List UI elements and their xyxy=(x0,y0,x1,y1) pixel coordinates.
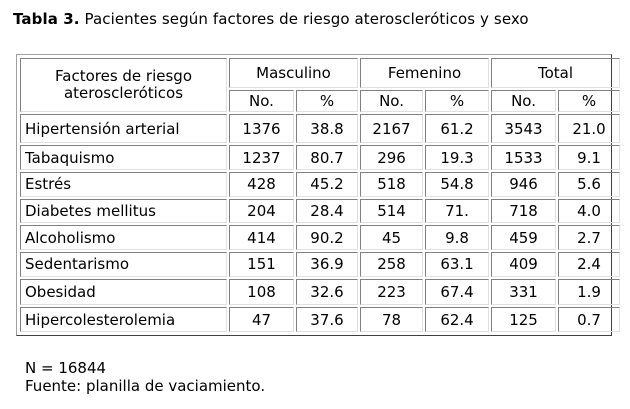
factor-column-header: Factores de riesgo ateroscleróticos xyxy=(20,58,227,113)
group-header-femenino: Femenino xyxy=(360,58,490,88)
factor-cell: Estrés xyxy=(20,171,227,197)
risk-factors-table-frame: Factores de riesgo ateroscleróticos Masc… xyxy=(16,54,621,336)
value-cell-femenino-pct: 54.8 xyxy=(425,171,490,197)
value-cell-femenino-pct: 67.4 xyxy=(425,278,490,306)
table-row: Hipercolesterolemia 47 37.6 78 62.4 125 0.7 xyxy=(20,307,621,332)
value-cell-femenino-pct: 19.3 xyxy=(425,145,490,170)
value-cell-femenino-no: 296 xyxy=(360,145,424,170)
subheader-total-pct: % xyxy=(558,89,621,113)
value-cell-total-no: 1533 xyxy=(491,145,557,170)
value-cell-masculino-pct: 90.2 xyxy=(296,225,359,250)
factor-cell: Alcoholismo xyxy=(20,225,227,250)
value-cell-total-pct: 1.9 xyxy=(558,278,621,306)
subheader-masculino-no: No. xyxy=(229,89,294,113)
value-cell-femenino-no: 518 xyxy=(360,171,424,197)
value-cell-masculino-pct: 80.7 xyxy=(296,145,359,170)
value-cell-total-no: 718 xyxy=(491,198,557,224)
value-cell-masculino-pct: 38.8 xyxy=(296,114,359,144)
table-row: Alcoholismo 414 90.2 45 9.8 459 2.7 xyxy=(20,225,621,250)
subheader-masculino-pct: % xyxy=(296,89,359,113)
value-cell-masculino-pct: 28.4 xyxy=(296,198,359,224)
header-row-subheaders: No. % No. % No. % xyxy=(20,89,621,113)
value-cell-total-pct: 9.1 xyxy=(558,145,621,170)
value-cell-total-pct: 4.0 xyxy=(558,198,621,224)
value-cell-total-pct: 2.4 xyxy=(558,251,621,277)
value-cell-femenino-pct: 63.1 xyxy=(425,251,490,277)
risk-factors-table: Factores de riesgo ateroscleróticos Masc… xyxy=(18,56,622,334)
value-cell-masculino-no: 204 xyxy=(229,198,294,224)
value-cell-femenino-no: 514 xyxy=(360,198,424,224)
value-cell-masculino-pct: 32.6 xyxy=(296,278,359,306)
table-row: Hipertensión arterial 1376 38.8 2167 61.2 354… xyxy=(20,114,621,144)
source-note: Fuente: planilla de vaciamiento. xyxy=(25,377,266,395)
value-cell-total-pct: 21.0 xyxy=(558,114,621,144)
value-cell-femenino-no: 223 xyxy=(360,278,424,306)
value-cell-masculino-no: 1376 xyxy=(229,114,294,144)
value-cell-masculino-pct: 37.6 xyxy=(296,307,359,332)
value-cell-total-no: 459 xyxy=(491,225,557,250)
table-row: Obesidad 108 32.6 223 67.4 331 1.9 xyxy=(20,278,621,306)
factor-cell: Diabetes mellitus xyxy=(20,198,227,224)
header-row-groups: Factores de riesgo ateroscleróticos Masc… xyxy=(20,58,621,113)
factor-cell: Tabaquismo xyxy=(20,145,227,170)
factor-cell: Hipercolesterolemia xyxy=(20,307,227,332)
value-cell-masculino-no: 1237 xyxy=(229,145,294,170)
value-cell-masculino-no: 414 xyxy=(229,225,294,250)
value-cell-total-no: 331 xyxy=(491,278,557,306)
value-cell-masculino-no: 47 xyxy=(229,307,294,332)
value-cell-femenino-no: 2167 xyxy=(360,114,424,144)
table-row: Diabetes mellitus 204 28.4 514 71. 718 4.0 xyxy=(20,198,621,224)
value-cell-total-pct: 5.6 xyxy=(558,171,621,197)
group-header-masculino: Masculino xyxy=(229,58,359,88)
subheader-total-no: No. xyxy=(491,89,557,113)
value-cell-femenino-pct: 9.8 xyxy=(425,225,490,250)
value-cell-masculino-no: 108 xyxy=(229,278,294,306)
value-cell-femenino-no: 258 xyxy=(360,251,424,277)
group-header-total: Total xyxy=(491,58,621,88)
value-cell-total-no: 946 xyxy=(491,171,557,197)
value-cell-masculino-pct: 36.9 xyxy=(296,251,359,277)
value-cell-total-pct: 0.7 xyxy=(558,307,621,332)
value-cell-masculino-pct: 45.2 xyxy=(296,171,359,197)
value-cell-masculino-no: 151 xyxy=(229,251,294,277)
table-row: Sedentarismo 151 36.9 258 63.1 409 2.4 xyxy=(20,251,621,277)
factor-header-line-2: ateroscleróticos xyxy=(63,84,184,103)
subheader-femenino-no: No. xyxy=(360,89,424,113)
value-cell-femenino-pct: 71. xyxy=(425,198,490,224)
value-cell-femenino-no: 45 xyxy=(360,225,424,250)
value-cell-total-no: 125 xyxy=(491,307,557,332)
sample-size-note: N = 16844 xyxy=(25,359,107,377)
subheader-femenino-pct: % xyxy=(425,89,490,113)
table-caption: Tabla 3. Pacientes según factores de rie… xyxy=(13,10,529,28)
footnotes: N = 16844 Fuente: planilla de vaciamient… xyxy=(25,359,265,395)
factor-cell: Hipertensión arterial xyxy=(20,114,227,144)
value-cell-total-no: 409 xyxy=(491,251,557,277)
value-cell-total-pct: 2.7 xyxy=(558,225,621,250)
factor-header-line-1: Factores de riesgo xyxy=(55,67,192,86)
caption-label: Tabla 3. xyxy=(13,10,80,28)
value-cell-femenino-pct: 61.2 xyxy=(425,114,490,144)
factor-cell: Sedentarismo xyxy=(20,251,227,277)
table-row: Estrés 428 45.2 518 54.8 946 5.6 xyxy=(20,171,621,197)
value-cell-masculino-no: 428 xyxy=(229,171,294,197)
value-cell-femenino-no: 78 xyxy=(360,307,424,332)
table-row: Tabaquismo 1237 80.7 296 19.3 1533 9.1 xyxy=(20,145,621,170)
caption-text: Pacientes según factores de riesgo atero… xyxy=(84,10,529,28)
value-cell-total-no: 3543 xyxy=(491,114,557,144)
value-cell-femenino-pct: 62.4 xyxy=(425,307,490,332)
factor-cell: Obesidad xyxy=(20,278,227,306)
